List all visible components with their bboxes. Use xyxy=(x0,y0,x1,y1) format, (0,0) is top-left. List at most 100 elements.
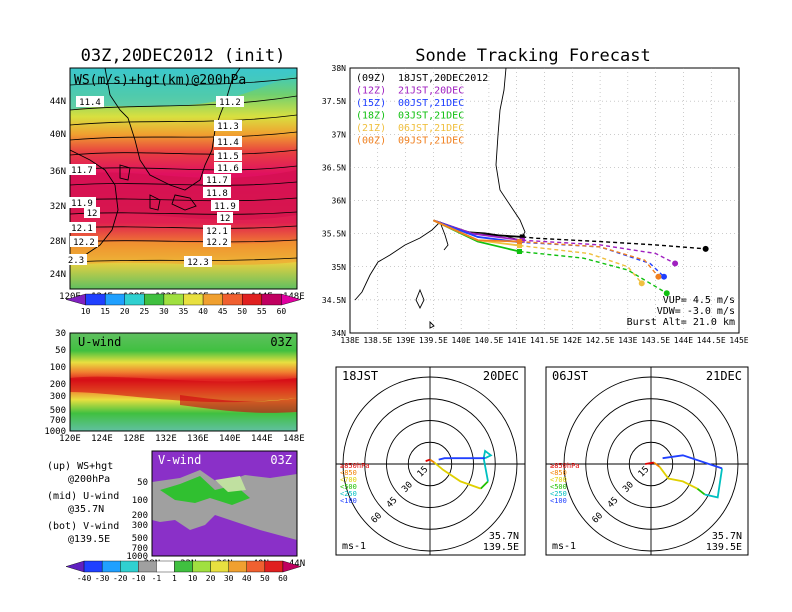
polar-legend-label: <850 xyxy=(550,469,567,477)
polar-wind-segment xyxy=(696,487,706,496)
ws-colorbar-label: 25 xyxy=(140,307,150,316)
ws-y-tick-label: 44N xyxy=(50,97,66,107)
polar-frame xyxy=(545,366,749,556)
map-x-ticks: 138E 138.5E 139E 139.5E 140E 140.5E 141E 141.5E… xyxy=(340,336,748,345)
ws-contour-label: 12.1 xyxy=(71,224,93,234)
ws-contour-label-bg xyxy=(203,174,231,185)
polar-wind-segment xyxy=(425,458,431,462)
uwind-x-tick-label: 136E xyxy=(187,434,209,444)
map-x-tick-label: 142.5E xyxy=(586,336,615,345)
uwind-y-tick-label: 300 xyxy=(50,392,66,402)
track-burst-marker xyxy=(516,249,522,255)
ws-contour-label: 12.2 xyxy=(73,238,95,248)
polar-time: 18JST xyxy=(342,369,378,383)
wind-colorbar-cell xyxy=(65,560,85,573)
map-y-tick-label: 37.5N xyxy=(322,97,346,106)
polar-date: 20DEC xyxy=(483,369,519,383)
map-x-tick-label: 143.5E xyxy=(641,336,670,345)
map-y-tick-label: 34N xyxy=(332,329,347,338)
polar-legend-label: <100 xyxy=(340,497,357,505)
ws-y-ticks: 24N 28N 32N 36N 40N 44N xyxy=(50,97,66,280)
track-burst-marker xyxy=(516,239,522,245)
wind-colorbar-cell xyxy=(138,560,157,573)
uwind-x-tick-label: 132E xyxy=(155,434,177,444)
wind-colorbar-label: -40 xyxy=(77,574,92,583)
legend-line2: @200hPa xyxy=(68,474,110,485)
wind-colorbar-label: -30 xyxy=(95,574,110,583)
legend-line2: @35.7N xyxy=(68,504,104,515)
uwind-x-tick-label: 124E xyxy=(91,434,113,444)
wind-colorbar-cell xyxy=(83,560,103,573)
map-grid xyxy=(350,68,739,333)
wind-colorbar-cell xyxy=(101,560,121,573)
track-info-line: VDW= -3.0 m/s xyxy=(657,306,735,317)
polar-unit: ms-1 xyxy=(552,541,576,552)
wind-colorbar-label: 50 xyxy=(260,574,270,583)
ws-colorbar-label: 15 xyxy=(100,307,110,316)
vwind-y-tick-label: 500 xyxy=(132,534,148,544)
ws-y-tick-label: 32N xyxy=(50,202,66,212)
polar-date: 21DEC xyxy=(706,369,742,383)
track-legend-time: (00Z) xyxy=(356,136,386,147)
polar-legend-label: <700 xyxy=(340,476,357,484)
track-legend-time: (15Z) xyxy=(356,98,386,109)
map-y-tick-label: 34.5N xyxy=(322,296,346,305)
ws-contour-label: 11.5 xyxy=(217,152,239,162)
ws-colorbar-cell xyxy=(281,293,302,306)
uwind-y-tick-label: 50 xyxy=(55,346,66,356)
legend-line1: (bot) V-wind xyxy=(47,521,119,532)
ws-colorbar-label: 50 xyxy=(237,307,247,316)
polar-legend-label: <700 xyxy=(550,476,567,484)
ws-contour-label: 11.6 xyxy=(217,164,239,174)
track-legend-time: (18Z) xyxy=(356,111,386,122)
track-legend-label: 18JST,20DEC2012 xyxy=(398,73,488,84)
uwind-y-tick-label: 1000 xyxy=(44,427,66,437)
map-x-tick-label: 139.5E xyxy=(419,336,448,345)
track-legend-time: (09Z) xyxy=(356,73,386,84)
right-title: Sonde Tracking Forecast xyxy=(415,46,650,66)
map-y-tick-label: 35N xyxy=(332,263,347,272)
track-burst-marker xyxy=(516,243,522,249)
wind-colorbar-label: 10 xyxy=(188,574,198,583)
map-x-tick-label: 144E xyxy=(674,336,693,345)
ws-contour-label-bg xyxy=(203,187,231,198)
ws-contour-label-bg xyxy=(216,96,244,107)
vwind-y-tick-label: 100 xyxy=(132,496,148,506)
ws-colorbar-cell xyxy=(163,293,184,306)
track-line-dashed xyxy=(522,239,676,265)
wind-colorbar-label: -10 xyxy=(131,574,146,583)
uwind-x-tick-label: 144E xyxy=(251,434,273,444)
polar-unit: ms-1 xyxy=(342,541,366,552)
wind-colorbar-cell xyxy=(246,560,266,573)
ws-colorbar-label: 20 xyxy=(120,307,130,316)
polar-time: 06JST xyxy=(552,369,588,383)
map-x-tick-label: 138.5E xyxy=(363,336,392,345)
uwind-time: 03Z xyxy=(270,335,292,349)
ws-y-tick-label: 40N xyxy=(50,130,66,140)
polar-lat: 35.7N xyxy=(489,531,519,542)
ws-contour-label: 11.2 xyxy=(219,98,241,108)
ws-colorbar-cell xyxy=(261,293,282,306)
ws-contour-label-bg xyxy=(76,96,104,107)
ws-panel-label: WS(m/s)+hgt(km)@200hPa xyxy=(74,73,246,88)
ws-y-tick-label: 24N xyxy=(50,270,66,280)
wind-colorbar-label: 60 xyxy=(278,574,288,583)
map-y-tick-label: 37N xyxy=(332,130,347,139)
polar-lon: 139.5E xyxy=(706,542,742,553)
ws-contour-label-bg xyxy=(214,120,242,131)
polar-legend-label: <500 xyxy=(340,483,357,491)
ws-contour-label-bg xyxy=(214,162,242,173)
ws-contour-label-bg xyxy=(68,222,96,233)
polar-lon: 139.5E xyxy=(483,542,519,553)
track-info-line: VUP= 4.5 m/s xyxy=(663,295,735,306)
wind-colorbar: -40 -30 -20 -10 -1 1 10 20 30 40 50 60 xyxy=(65,560,302,583)
ws-contour-label: 11.9 xyxy=(71,199,93,209)
ws-colorbar-cell xyxy=(242,293,263,306)
uwind-label: U-wind xyxy=(78,335,121,349)
ws-colorbar-cell xyxy=(183,293,204,306)
ws-contour-labels: 11.4 11.2 11.3 11.4 11.5 11.6 11.7 11.7 11.8 11.9… xyxy=(65,96,244,268)
map-x-tick-label: 138E xyxy=(340,336,359,345)
wind-colorbar-cell xyxy=(210,560,229,573)
